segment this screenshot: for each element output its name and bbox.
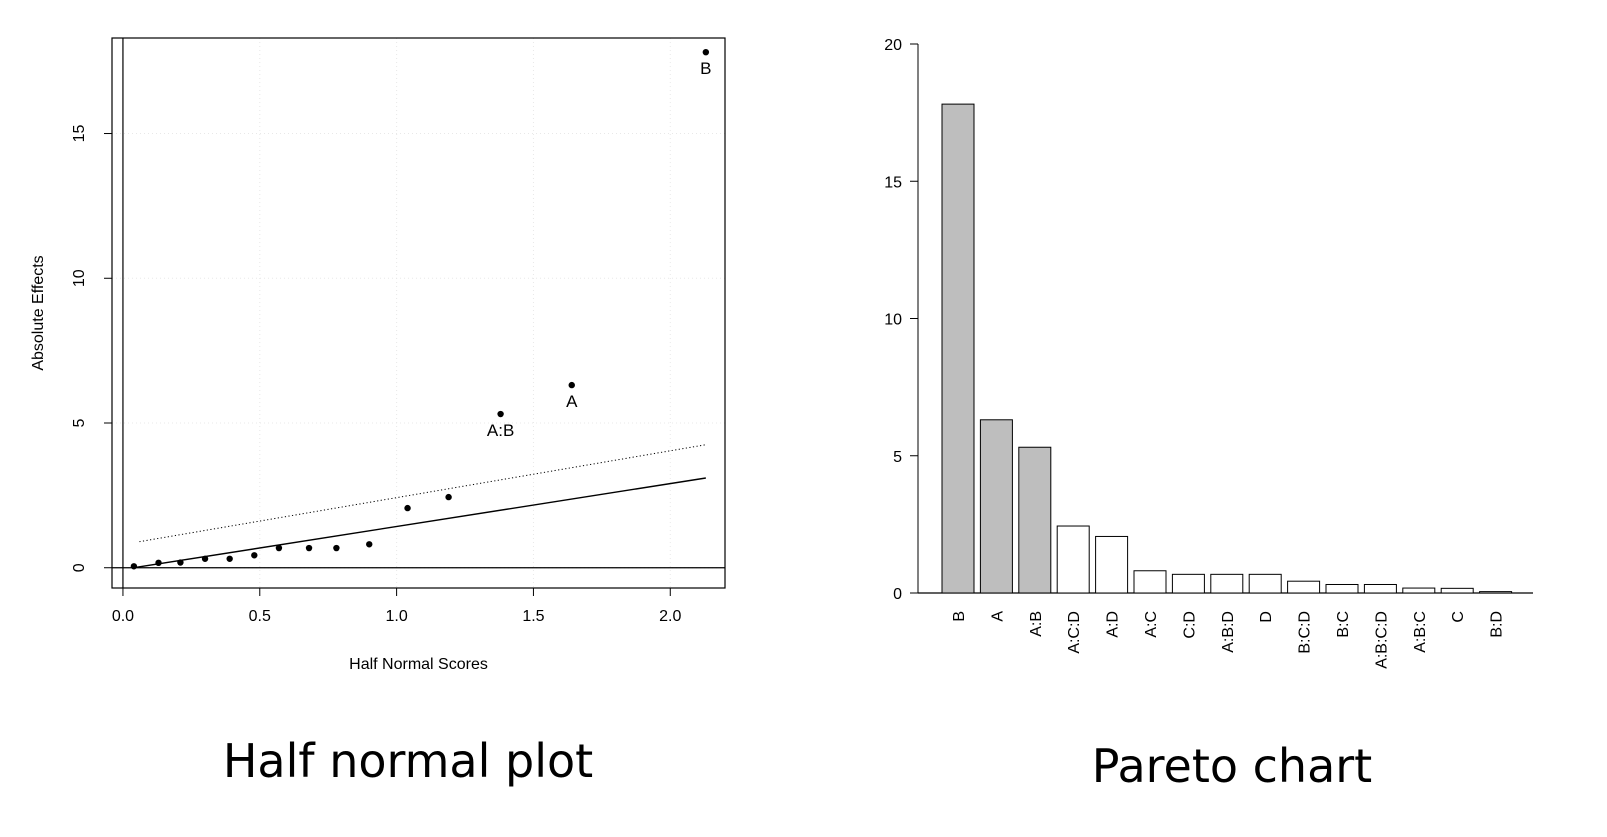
bar-13 (1440, 587, 1474, 594)
half-normal-plot: 0.0 0.5 1.0 1.5 2.0 Half Normal Scores 0 5 10 15 A… (30, 37, 726, 788)
bar-11 (1363, 583, 1397, 594)
bar-8 (1248, 573, 1282, 594)
y-axis-title: Absolute Effects (30, 255, 47, 370)
bar-9 (1287, 580, 1321, 594)
bar-14 (1479, 591, 1513, 594)
y-tick-label: 15 (71, 125, 88, 143)
category-label: C (1450, 611, 1467, 623)
x-tick-label: 2.0 (659, 608, 681, 625)
category-label: A:B:C (1412, 611, 1429, 653)
category-label: B:C (1335, 611, 1352, 638)
data-point-6 (275, 544, 283, 552)
data-point-4 (226, 555, 233, 562)
category-label: A:B (1028, 611, 1045, 637)
category-label: A:D (1105, 611, 1122, 638)
chart-caption: Pareto chart (1092, 739, 1372, 793)
bar-7 (1210, 573, 1244, 594)
data-point-7 (305, 544, 313, 552)
point-label: B (700, 59, 711, 78)
data-point-8 (333, 544, 340, 552)
data-point-12 (497, 410, 504, 418)
x-tick-label: 1.0 (385, 608, 407, 625)
data-point-3 (201, 555, 209, 562)
y-tick-label: 20 (884, 37, 902, 54)
plot-frame (111, 37, 726, 589)
category-label: A:B:D (1220, 611, 1237, 653)
category-label: A:B:C:D (1373, 611, 1390, 669)
category-label: B:C:D (1297, 611, 1314, 654)
x-tick-label: 0.0 (112, 608, 134, 625)
category-label: C:D (1181, 611, 1198, 639)
data-point-0 (130, 563, 138, 570)
y-tick-label: 10 (71, 269, 88, 287)
reference-line-solid (133, 477, 706, 569)
bar-12 (1402, 587, 1436, 594)
data-point-11 (445, 493, 452, 501)
data-point-2 (177, 559, 184, 566)
margin-line-dotted (139, 444, 706, 543)
category-label: B:D (1489, 611, 1506, 638)
category-label: D (1258, 611, 1275, 623)
data-point-9 (366, 541, 373, 548)
pareto-chart: 0 5 10 15 20 B A A:B A:C:D A:D A:C C:D A:B:D D B:C:D B:… (884, 37, 1533, 793)
category-label: A (989, 611, 1006, 622)
bar-6 (1171, 573, 1205, 594)
bar-10 (1325, 583, 1359, 594)
x-tick-label: 1.5 (522, 608, 544, 625)
category-label: A:C:D (1066, 611, 1083, 654)
x-tick-label: 0.5 (249, 608, 271, 625)
point-label: A:B (487, 421, 514, 440)
data-point-5 (251, 552, 258, 559)
bar-3 (1056, 525, 1090, 594)
point-label: A (566, 392, 578, 411)
chart-caption: Half normal plot (223, 734, 593, 788)
bar-0 (941, 103, 975, 594)
data-point-10 (404, 504, 411, 512)
y-tick-label: 10 (884, 312, 902, 329)
y-tick-label: 15 (884, 174, 902, 191)
bar-5 (1133, 570, 1167, 594)
category-label: A:C (1143, 611, 1160, 638)
bar-1 (979, 419, 1013, 594)
bar-4 (1095, 535, 1129, 594)
y-tick-label: 0 (893, 586, 902, 603)
y-tick-label: 5 (71, 418, 88, 427)
bar-2 (1018, 446, 1052, 594)
data-point-1 (155, 559, 162, 567)
y-tick-label: 5 (893, 449, 902, 466)
category-label: B (951, 611, 968, 622)
data-point-13 (568, 381, 575, 389)
y-tick-label: 0 (71, 563, 88, 572)
data-point-14 (702, 48, 710, 56)
x-axis-title: Half Normal Scores (349, 656, 488, 673)
